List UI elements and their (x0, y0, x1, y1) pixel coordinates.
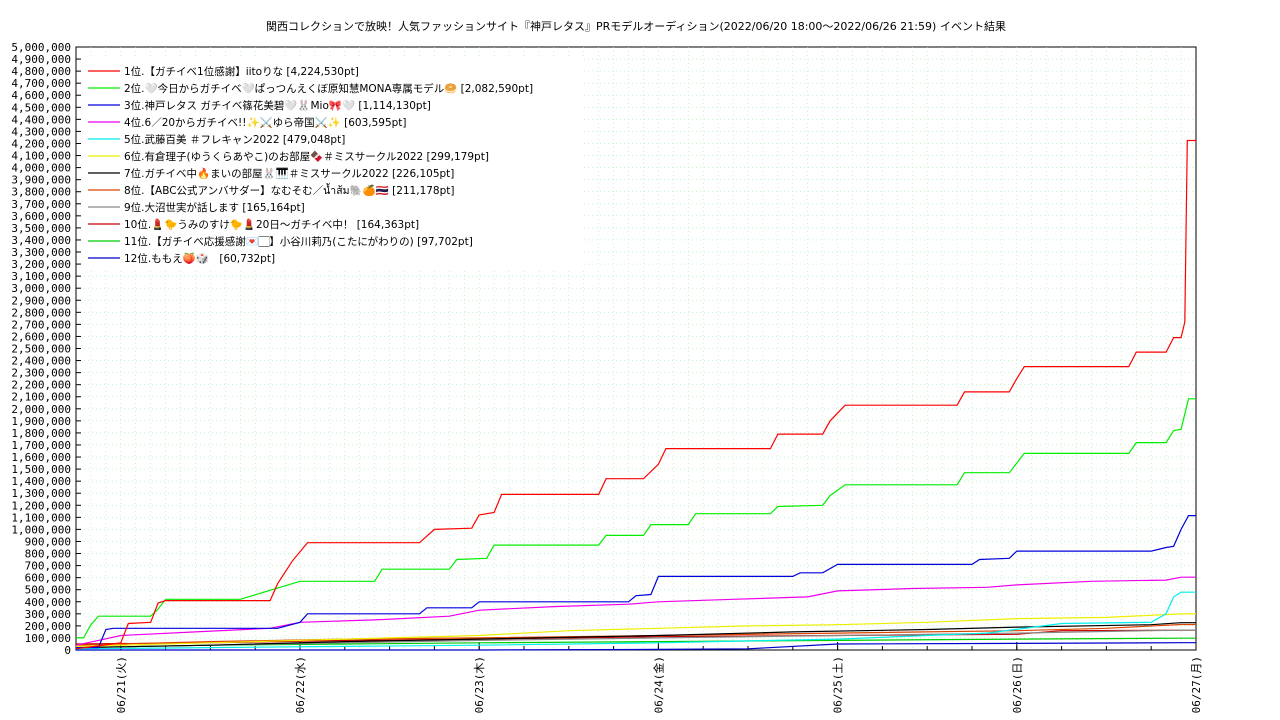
y-tick-label: 4,200,000 (11, 137, 71, 150)
y-tick-label: 4,500,000 (11, 101, 71, 114)
series-line-1 (75, 139, 1196, 650)
x-tick-label: 06/27(月) (1190, 656, 1203, 713)
y-tick-label: 200,000 (25, 620, 71, 633)
y-tick-label: 1,900,000 (11, 415, 71, 428)
y-tick-label: 1,000,000 (11, 523, 71, 536)
series-line-6 (75, 613, 1196, 647)
series-line-2 (76, 398, 1196, 639)
series-line-4 (75, 576, 1196, 646)
x-axis: 06/21(火) 06/22(水) 06/23(木) 06/24(金) 06/25(土)… (75, 642, 1203, 713)
series-line-3 (76, 514, 1196, 649)
legend-label: 9位.大沼世実が話します [165,164pt] (124, 201, 305, 214)
y-tick-label: 3,900,000 (11, 174, 71, 187)
y-tick-label: 2,900,000 (11, 294, 71, 307)
y-tick-label: 3,800,000 (11, 186, 71, 199)
legend-label: 6位.有倉理子(ゆうくらあやこ)のお部屋🍫＃ミスサークル2022 [299,17… (124, 150, 489, 163)
y-tick-label: 2,300,000 (11, 367, 71, 380)
y-tick-label: 1,200,000 (11, 499, 71, 512)
y-tick-label: 2,400,000 (11, 355, 71, 368)
legend-background (84, 58, 584, 270)
y-tick-label: 4,900,000 (11, 53, 71, 66)
y-tick-label: 1,500,000 (11, 463, 71, 476)
y-tick-label: 1,700,000 (11, 439, 71, 452)
y-tick-label: 1,400,000 (11, 475, 71, 488)
legend-label: 12位.ももえ🍑🎲 [60,732pt] (124, 252, 275, 265)
x-tick-label: 06/23(木) (473, 656, 486, 713)
y-tick-label: 3,500,000 (11, 222, 71, 235)
y-tick-label: 2,100,000 (11, 391, 71, 404)
y-tick-label: 0 (64, 644, 71, 657)
series-lines (75, 139, 1196, 651)
legend-label: 7位.ガチイベ中🔥まいの部屋🐰🎹＃ミスサークル2022 [226,105pt] (124, 167, 454, 180)
y-tick-label: 4,000,000 (11, 162, 71, 175)
y-tick-label: 2,200,000 (11, 379, 71, 392)
y-tick-label: 3,200,000 (11, 258, 71, 271)
chart-subtitle: イベント結果 (940, 19, 1006, 33)
legend: 1位.【ガチイベ1位感謝】iitoりな [4,224,530pt] 2位.🤍今日か… (88, 65, 533, 265)
y-tick-label: 2,600,000 (11, 330, 71, 343)
y-tick-label: 1,100,000 (11, 511, 71, 524)
y-tick-label: 4,100,000 (11, 150, 71, 163)
y-tick-label: 3,100,000 (11, 270, 71, 283)
y-tick-label: 600,000 (25, 572, 71, 585)
legend-label: 2位.🤍今日からガチイベ🤍ぱっつんえくぼ原知慧MONA専属モデル🥯 [2,082… (124, 82, 533, 95)
legend-label: 1位.【ガチイベ1位感謝】iitoりな [4,224,530pt] (124, 65, 359, 78)
series-line-7 (75, 622, 1196, 649)
legend-label: 11位.【ガチイベ応援感謝💌🏻】小谷川莉乃(こたにがわりの) [97,702pt… (124, 235, 473, 248)
y-tick-label: 4,300,000 (11, 125, 71, 138)
y-tick-label: 300,000 (25, 608, 71, 621)
y-tick-label: 4,800,000 (11, 65, 71, 78)
y-tick-label: 3,600,000 (11, 210, 71, 223)
legend-label: 8位.【ABC公式アンバサダー】なむそむ／น้ำส้ม🐘🍊🇹🇭 [211,178… (124, 183, 455, 197)
x-tick-label: 06/26(日) (1011, 656, 1024, 713)
y-tick-label: 100,000 (25, 632, 71, 645)
y-tick-label: 2,800,000 (11, 306, 71, 319)
x-tick-label: 06/24(金) (651, 656, 665, 713)
y-axis: 0100,000200,000300,000400,000500,000600,… (11, 41, 81, 657)
y-tick-label: 3,400,000 (11, 234, 71, 247)
y-tick-label: 1,600,000 (11, 451, 71, 464)
legend-label: 5位.武藤百美 ＃フレキャン2022 [479,048pt] (124, 133, 345, 146)
series-line-5 (75, 591, 1196, 650)
x-tick-label: 06/25(土) (832, 656, 845, 713)
legend-label: 3位.神戸レタス ガチイベ篠花美碧🤍🐰Mio🎀🤍 [1,114,130pt] (124, 99, 431, 112)
y-tick-label: 2,000,000 (11, 403, 71, 416)
legend-label: 10位.💄🐤うみのすけ🐤💄20日〜ガチイベ中！ [164,363pt] (124, 218, 419, 231)
y-tick-label: 2,700,000 (11, 318, 71, 331)
legend-label: 4位.6／20からガチイベ!!✨⚔️ゆら帝国⚔️✨ [603,595pt] (124, 116, 407, 129)
y-tick-label: 3,000,000 (11, 282, 71, 295)
y-tick-label: 500,000 (25, 584, 71, 597)
y-tick-label: 400,000 (25, 596, 71, 609)
y-tick-label: 3,300,000 (11, 246, 71, 259)
y-tick-label: 3,700,000 (11, 198, 71, 211)
y-tick-label: 2,500,000 (11, 343, 71, 356)
y-tick-label: 5,000,000 (11, 41, 71, 54)
y-tick-label: 4,400,000 (11, 113, 71, 126)
y-tick-label: 4,600,000 (11, 89, 71, 102)
y-tick-label: 1,800,000 (11, 427, 71, 440)
y-tick-label: 4,700,000 (11, 77, 71, 90)
x-tick-label: 06/22(水) (294, 656, 307, 713)
y-tick-label: 900,000 (25, 535, 71, 548)
y-tick-label: 1,300,000 (11, 487, 71, 500)
series-line-12 (76, 642, 1196, 651)
x-tick-label: 06/21(火) (115, 656, 128, 713)
chart-title: 関西コレクションで放映！人気ファッションサイト『神戸レタス』PRモデルオーディシ… (266, 19, 936, 33)
y-tick-label: 800,000 (25, 548, 71, 561)
y-tick-label: 700,000 (25, 560, 71, 573)
